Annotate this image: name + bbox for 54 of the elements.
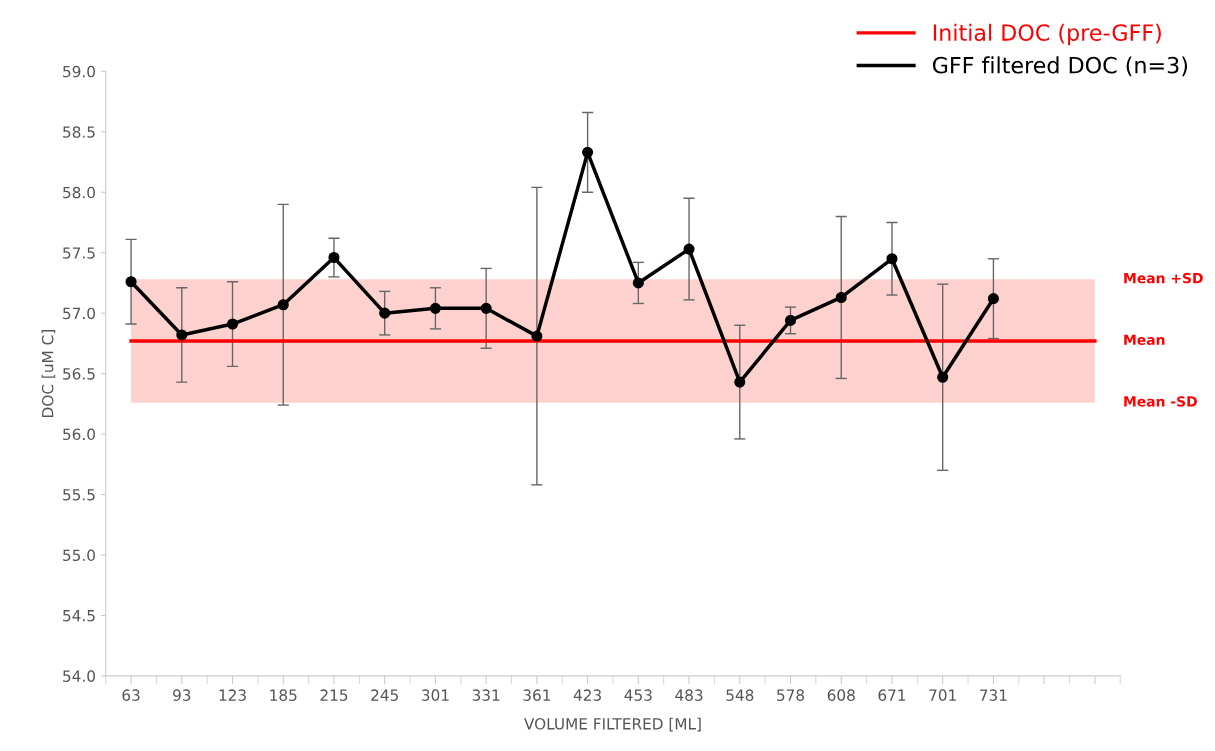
point bbox=[226, 318, 239, 330]
x-tick-label: 245 bbox=[371, 689, 398, 701]
point bbox=[784, 314, 797, 326]
x-tick-label: 548 bbox=[726, 689, 754, 701]
point bbox=[683, 243, 695, 255]
point bbox=[125, 276, 137, 288]
x-tick-label: 423 bbox=[573, 689, 601, 701]
point bbox=[632, 277, 644, 289]
x-tick-label: 63 bbox=[122, 689, 140, 701]
point bbox=[987, 293, 999, 305]
y-tick-label: 58.0 bbox=[63, 186, 95, 199]
y-tick-label: 57.5 bbox=[63, 247, 95, 259]
point bbox=[277, 299, 289, 311]
y-tick-label: 54.0 bbox=[63, 670, 95, 682]
y-tick-label: 56.0 bbox=[63, 428, 95, 441]
x-tick-label: 483 bbox=[675, 689, 703, 701]
x-tick-label: 671 bbox=[878, 689, 906, 701]
point bbox=[379, 307, 391, 319]
point bbox=[429, 302, 441, 314]
y-axis-title: DOC [uM C] bbox=[41, 330, 56, 417]
x-tick-label: 361 bbox=[523, 689, 551, 701]
x-tick-label: 701 bbox=[929, 689, 956, 701]
x-tick-label: 578 bbox=[777, 689, 805, 701]
point bbox=[734, 376, 746, 388]
text: Mean +SD bbox=[1124, 272, 1203, 284]
y-tick-label: 55.5 bbox=[63, 489, 95, 501]
x-tick-label: 215 bbox=[320, 689, 348, 701]
x-tick-label: 301 bbox=[422, 689, 449, 701]
y-tick-label: 56.5 bbox=[63, 368, 95, 380]
y-tick-label: 54.5 bbox=[63, 610, 95, 622]
x-tick-label: 453 bbox=[624, 689, 652, 701]
point bbox=[582, 146, 594, 158]
legend-label: Initial DOC (pre-GFF) bbox=[933, 23, 1161, 46]
point bbox=[176, 329, 188, 341]
point bbox=[328, 251, 340, 264]
point bbox=[835, 291, 847, 304]
text: Mean -SD bbox=[1124, 396, 1197, 407]
y-tick-label: 59.0 bbox=[63, 65, 95, 78]
y-tick-label: 55.0 bbox=[63, 549, 95, 562]
y-tick-label: 58.5 bbox=[63, 126, 95, 138]
point bbox=[531, 330, 543, 342]
x-tick-label: 331 bbox=[472, 689, 500, 701]
x-tick-label: 93 bbox=[173, 689, 191, 701]
legend-label: GFF filtered DOC (n=3) bbox=[932, 56, 1188, 77]
point bbox=[886, 253, 898, 265]
x-tick-label: 123 bbox=[219, 689, 246, 701]
x-tick-label: 731 bbox=[980, 689, 1007, 701]
point bbox=[937, 371, 949, 383]
x-tick-label: 185 bbox=[270, 689, 297, 701]
text: Mean bbox=[1124, 334, 1165, 346]
point bbox=[480, 302, 492, 314]
x-tick-label: 608 bbox=[827, 689, 855, 701]
y-tick-label: 57.0 bbox=[63, 307, 95, 320]
x-axis-title: VOLUME FILTERED [ML] bbox=[524, 717, 701, 732]
